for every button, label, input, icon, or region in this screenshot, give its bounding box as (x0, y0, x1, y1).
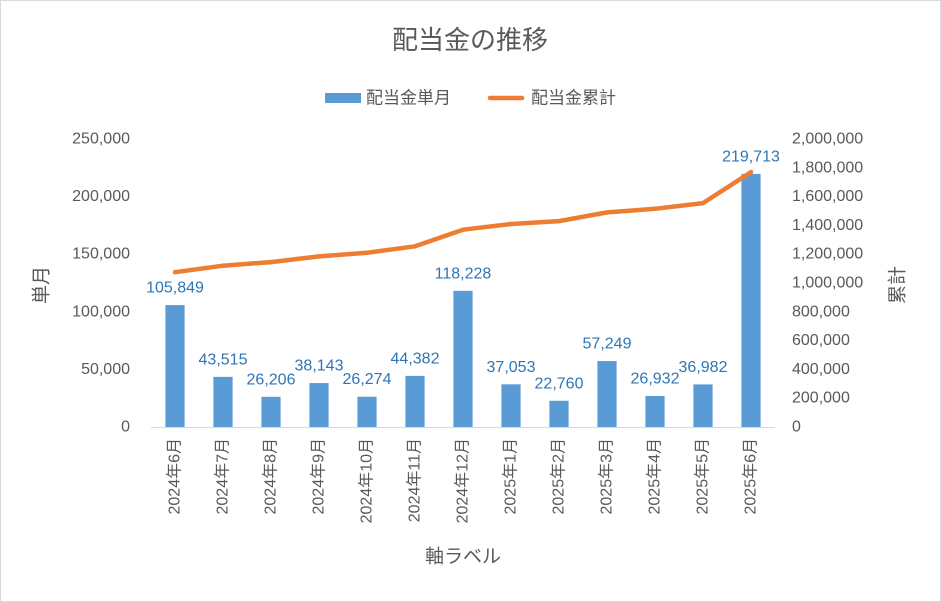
bar (213, 376, 233, 427)
y-tick-label-left: 200,000 (72, 188, 130, 205)
y-tick-label-left: 250,000 (72, 131, 130, 148)
x-tick-label: 2024年11月 (406, 438, 424, 522)
legend-label-cumulative: 配当金累計 (531, 89, 616, 108)
bar-data-label: 26,932 (631, 370, 680, 387)
bar (165, 305, 185, 427)
bar-data-label: 22,760 (535, 375, 584, 392)
y-tick-label-left: 0 (121, 419, 130, 436)
x-tick-label: 2025年5月 (694, 438, 712, 515)
cumulative-point (652, 206, 658, 212)
x-tick-label: 2024年7月 (214, 438, 232, 515)
x-tick-label: 2024年12月 (454, 438, 472, 523)
x-tick-label: 2024年8月 (262, 438, 280, 515)
cumulative-point (700, 200, 706, 206)
line-series-cumulative (172, 169, 754, 275)
bar (501, 384, 521, 427)
y-tick-label-right: 600,000 (792, 332, 850, 349)
x-tick-label: 2025年6月 (742, 438, 760, 515)
bar-data-label: 118,228 (435, 265, 492, 282)
legend-swatch-monthly (325, 93, 361, 103)
x-tick-label: 2025年4月 (646, 438, 664, 515)
bar-data-label: 37,053 (487, 359, 536, 376)
cumulative-point (508, 221, 514, 227)
bar-data-label: 26,274 (343, 371, 392, 388)
y-tick-label-left: 150,000 (72, 246, 130, 263)
y-tick-label-right: 0 (792, 419, 801, 436)
bar-data-label: 36,982 (679, 359, 728, 376)
y-tick-label-right: 1,800,000 (792, 159, 863, 176)
y-tick-label-left: 100,000 (72, 303, 130, 320)
chart-title: 配当金の推移 (392, 25, 548, 55)
x-tick-label: 2025年2月 (550, 438, 568, 515)
bar (645, 395, 665, 427)
y-axis-left-tick-labels: 0 50,000 100,000 150,000 200,000 250,000 (72, 131, 130, 436)
legend: 配当金単月 配当金累計 (325, 89, 616, 108)
cumulative-point (316, 254, 322, 259)
y-axis-right-tick-labels: 0 200,000 400,000 600,000 800,000 1,000,000 1,… (792, 131, 863, 436)
bar (549, 400, 569, 427)
y-tick-label-right: 1,400,000 (792, 217, 863, 234)
cumulative-point (748, 169, 754, 175)
bar-data-label: 44,382 (391, 350, 440, 367)
cumulative-point (268, 259, 274, 265)
cumulative-point (220, 263, 226, 268)
bar (309, 383, 329, 427)
bar-data-label: 219,713 (722, 148, 780, 165)
y-tick-label-left: 50,000 (81, 361, 130, 378)
bar (741, 173, 761, 427)
bar-data-label: 43,515 (199, 351, 248, 368)
bar-data-label: 38,143 (295, 358, 344, 375)
x-axis-tick-labels: 2024年6月 2024年7月 2024年8月 2024年9月 2024年10月 2024… (166, 438, 760, 523)
legend-item-monthly: 配当金単月 (325, 89, 451, 108)
bar-series-monthly (165, 173, 761, 427)
cumulative-point (412, 244, 418, 249)
y-tick-label-right: 2,000,000 (792, 131, 863, 148)
cumulative-point (604, 210, 610, 215)
x-tick-label: 2025年3月 (598, 438, 616, 515)
cumulative-point (364, 250, 370, 255)
x-tick-label: 2025年1月 (502, 438, 520, 515)
bar (357, 396, 377, 427)
y-tick-label-right: 800,000 (792, 303, 850, 320)
y-tick-label-right: 1,000,000 (792, 275, 863, 292)
cumulative-point (172, 270, 178, 275)
bar (693, 384, 713, 427)
y-axis-title-right: 累計 (887, 266, 909, 304)
y-tick-label-right: 200,000 (792, 390, 850, 407)
x-tick-label: 2024年9月 (310, 438, 328, 515)
x-axis-title: 軸ラベル (425, 546, 501, 568)
bar-data-label: 105,849 (146, 280, 204, 297)
y-tick-label-right: 400,000 (792, 361, 850, 378)
legend-label-monthly: 配当金単月 (366, 89, 451, 108)
bar (405, 375, 425, 427)
bar-data-label: 57,249 (583, 336, 632, 353)
bar (597, 361, 617, 427)
x-tick-label: 2024年6月 (166, 438, 184, 515)
bar-data-label: 26,206 (247, 371, 296, 388)
cumulative-point (460, 227, 466, 232)
x-tick-label: 2024年10月 (358, 438, 376, 523)
y-tick-label-right: 1,600,000 (792, 188, 863, 205)
legend-item-cumulative: 配当金累計 (487, 89, 616, 108)
bar (453, 290, 473, 427)
y-axis-title-left: 単月 (31, 266, 53, 304)
bar (261, 396, 281, 427)
y-tick-label-right: 1,200,000 (792, 246, 863, 263)
cumulative-point (556, 218, 562, 224)
